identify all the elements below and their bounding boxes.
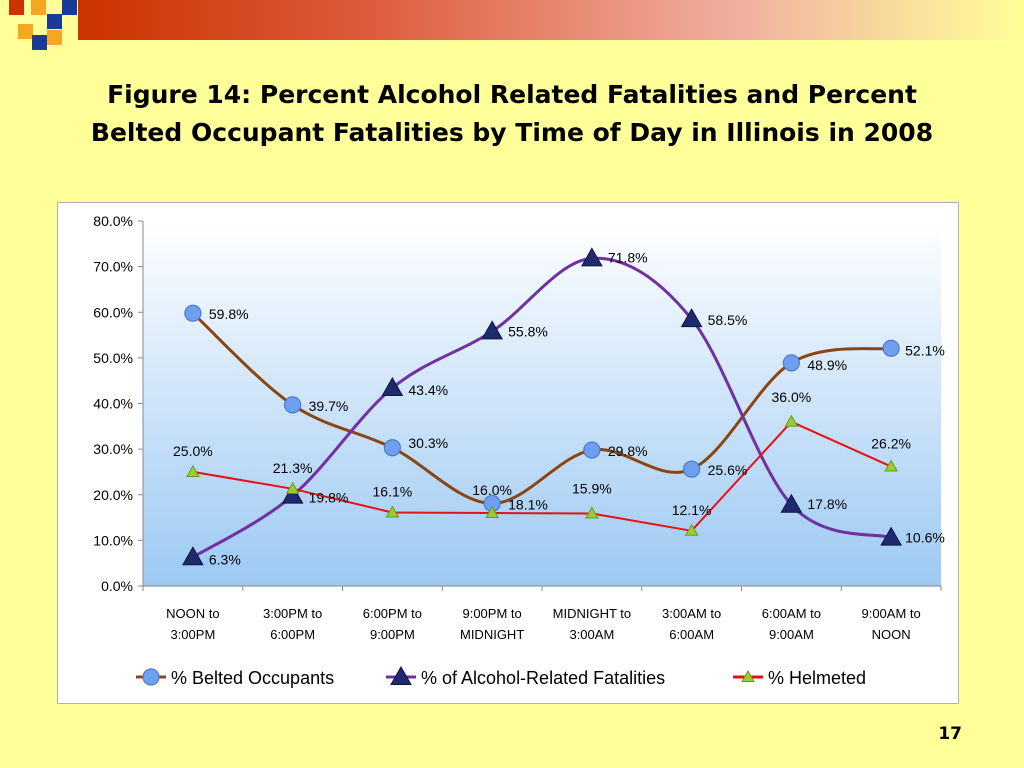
data-label: 12.1% — [672, 502, 712, 518]
series-line-3 — [191, 420, 893, 532]
data-point — [782, 354, 800, 372]
y-tick-label: 40.0% — [93, 396, 133, 412]
data-point — [284, 396, 302, 414]
data-label: 29.8% — [608, 443, 648, 459]
data-point — [581, 247, 603, 267]
data-point — [684, 523, 699, 536]
x-tick-label: 9:00AM — [769, 627, 814, 642]
x-tick-label: 9:00PM — [370, 627, 415, 642]
data-label: 39.7% — [309, 398, 349, 414]
chart-container: 0.0% 10.0% 20.0% 30.0% 40.0% 50.0% 60.0% 70.0% 8… — [57, 202, 959, 704]
legend-marker — [741, 669, 755, 682]
y-tick-label: 0.0% — [101, 578, 133, 594]
data-point — [784, 414, 799, 427]
x-tick-label: 3:00PM — [170, 627, 215, 642]
data-point — [184, 304, 202, 322]
data-point — [281, 484, 304, 504]
data-label: 10.6% — [905, 530, 945, 546]
x-tick-label: 6:00PM — [270, 627, 315, 642]
y-tick-label: 80.0% — [93, 213, 133, 229]
x-tick-label: 9:00PM to — [462, 606, 521, 621]
x-tick-label: 3:00AM — [569, 627, 614, 642]
legend: % Belted Occupants % of Alcohol-Related F… — [136, 665, 866, 688]
legend-marker — [390, 665, 412, 685]
data-point — [880, 526, 902, 546]
header-banner — [78, 0, 1024, 40]
x-tick-label: 3:00AM to — [662, 606, 721, 621]
data-label: 25.6% — [708, 462, 748, 478]
series-line-1 — [191, 311, 893, 505]
data-point — [583, 441, 601, 459]
data-label: 16.1% — [373, 484, 413, 500]
data-point — [485, 505, 499, 518]
page-title-line1: Figure 14: Percent Alcohol Related Fatal… — [107, 80, 917, 109]
data-label: 25.0% — [173, 443, 213, 459]
page-title-line2: Belted Occupant Fatalities by Time of Da… — [90, 118, 934, 147]
data-point — [381, 376, 404, 396]
data-point — [683, 460, 701, 478]
x-tick-label: MIDNIGHT — [460, 627, 524, 642]
data-point — [383, 439, 401, 457]
data-label: 52.1% — [905, 342, 945, 358]
data-label: 36.0% — [772, 389, 812, 405]
x-tick-label: 6:00PM to — [363, 606, 422, 621]
series-line-2 — [191, 256, 893, 559]
y-tick-label: 10.0% — [93, 532, 133, 548]
legend-label: % of Alcohol-Related Fatalities — [421, 668, 665, 688]
data-label: 6.3% — [209, 551, 241, 567]
y-tick-label: 60.0% — [93, 304, 133, 320]
data-point — [285, 481, 300, 494]
data-point — [385, 505, 400, 518]
data-label: 19.8% — [309, 490, 349, 506]
data-point — [780, 493, 803, 513]
data-label: 30.3% — [408, 435, 448, 451]
y-tick-label: 70.0% — [93, 259, 133, 275]
line-chart: 0.0% 10.0% 20.0% 30.0% 40.0% 50.0% 60.0% 70.0% 8… — [93, 213, 945, 688]
y-tick-label: 50.0% — [93, 350, 133, 366]
page-title: Figure 14: Percent Alcohol Related Fatal… — [60, 76, 964, 152]
y-tick-label: 30.0% — [93, 441, 133, 457]
data-point — [182, 546, 204, 566]
x-tick-label: 6:00AM to — [762, 606, 821, 621]
legend-marker — [142, 668, 160, 686]
data-label: 48.9% — [807, 357, 847, 373]
data-label: 71.8% — [608, 249, 648, 265]
legend-label: % Helmeted — [768, 668, 866, 688]
data-label: 21.3% — [273, 460, 313, 476]
data-label: 58.5% — [708, 312, 748, 328]
page-number: 17 — [938, 724, 962, 744]
data-label: 17.8% — [807, 496, 847, 512]
x-tick-label: 3:00PM to — [263, 606, 322, 621]
data-point — [186, 464, 200, 477]
x-tick-label: NOON — [872, 627, 911, 642]
data-label: 59.8% — [209, 306, 249, 322]
data-label: 43.4% — [408, 382, 448, 398]
data-label: 16.0% — [472, 482, 512, 498]
data-point — [585, 506, 599, 519]
x-tick-label: MIDNIGHT to — [553, 606, 632, 621]
data-point — [882, 339, 900, 357]
y-tick-label: 20.0% — [93, 487, 133, 503]
markers — [182, 247, 902, 566]
data-point — [884, 459, 898, 472]
data-label: 26.2% — [871, 435, 911, 451]
x-tick-label: NOON to — [166, 606, 219, 621]
x-tick-label: 6:00AM — [669, 627, 714, 642]
legend-label: % Belted Occupants — [171, 668, 334, 688]
plot-area — [143, 221, 941, 586]
data-label: 18.1% — [508, 496, 548, 512]
x-tick-label: 9:00AM to — [861, 606, 920, 621]
data-label: 55.8% — [508, 323, 548, 339]
data-point — [481, 320, 503, 340]
data-label: 15.9% — [572, 480, 612, 496]
data-point — [680, 308, 703, 328]
data-labels: 59.8% 39.7% 30.3% 18.1% 29.8% 25.6% 48.9% 52.1%… — [173, 249, 945, 567]
